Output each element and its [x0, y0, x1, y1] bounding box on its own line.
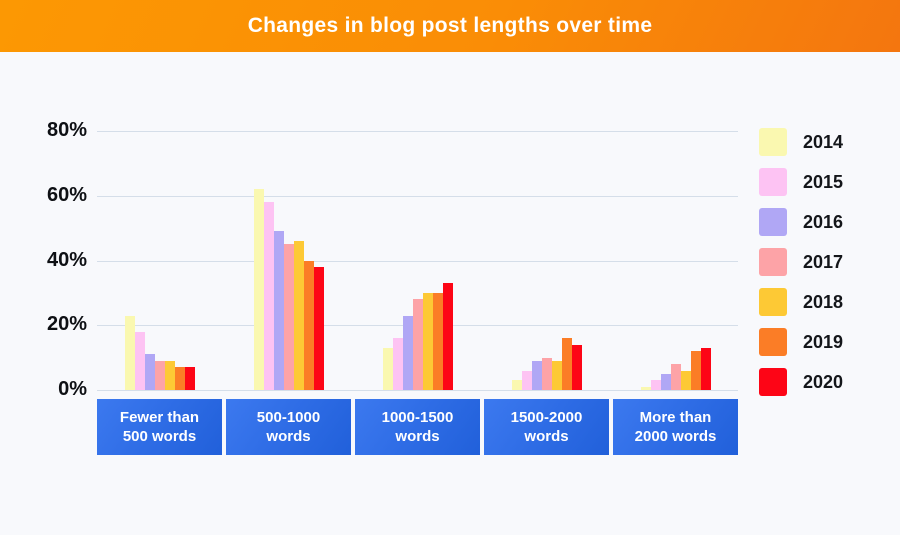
legend-label-2016: 2016 — [803, 211, 844, 232]
legend-item-2019: 2019 — [759, 328, 843, 356]
category-label-line: 1000-1500 — [381, 409, 454, 426]
bar-2018-group3 — [422, 292, 433, 390]
legend: 2014 2015 2016 2017 2018 2019 2020 — [759, 128, 843, 396]
gridline-60% — [97, 195, 738, 197]
bar-2019-group2 — [303, 260, 314, 390]
bar-2020-group2 — [313, 267, 324, 390]
y-tick-label: 20% — [46, 313, 87, 336]
legend-item-2017: 2017 — [759, 248, 843, 276]
bar-group-3 — [355, 283, 480, 390]
legend-swatch-2020 — [759, 368, 787, 396]
legend-swatch-2017 — [759, 248, 787, 276]
category-label-3: 1000-1500 words — [355, 399, 480, 455]
y-tick-label: 60% — [46, 183, 87, 206]
legend-label-2014: 2014 — [803, 131, 844, 152]
legend-swatch-2014 — [759, 128, 787, 156]
bar-2015-group5 — [650, 380, 661, 390]
legend-swatch-2019 — [759, 328, 787, 356]
bar-2019-group3 — [432, 292, 443, 390]
bar-2018-group5 — [680, 370, 691, 390]
bar-2017-group3 — [412, 299, 423, 390]
category-label-line: words — [524, 428, 569, 445]
category-label-2: 500-1000 words — [226, 399, 351, 455]
bar-2020-group3 — [442, 283, 453, 390]
bar-group-4 — [484, 338, 609, 390]
legend-item-2016: 2016 — [759, 208, 843, 236]
bar-2016-group2 — [273, 231, 284, 390]
legend-label-2017: 2017 — [803, 251, 844, 272]
category-label-line: words — [395, 428, 440, 445]
bar-2017-group4 — [541, 357, 552, 390]
legend-label-2019: 2019 — [803, 331, 844, 352]
bar-2020-group5 — [700, 347, 711, 390]
bar-group-2 — [226, 189, 351, 390]
bar-2020-group4 — [571, 344, 582, 390]
legend-label-2020: 2020 — [803, 371, 844, 392]
bar-2014-group2 — [253, 189, 264, 390]
category-label-line: 2000 words — [634, 428, 717, 445]
category-label-line: 1500-2000 — [510, 409, 583, 426]
category-label-line: words — [266, 428, 311, 445]
header-banner: Changes in blog post lengths over time — [0, 0, 900, 52]
bar-2016-group5 — [660, 373, 671, 390]
bar-group-5 — [613, 347, 738, 390]
bar-2014-group4 — [511, 380, 522, 390]
bar-2016-group1 — [144, 354, 155, 390]
bar-2018-group4 — [551, 360, 562, 390]
chart-title: Changes in blog post lengths over time — [247, 14, 653, 37]
bar-2014-group3 — [382, 347, 393, 390]
bar-2019-group4 — [561, 338, 572, 390]
legend-item-2020: 2020 — [759, 368, 843, 396]
y-tick-label: 80% — [46, 119, 87, 141]
legend-swatch-2018 — [759, 288, 787, 316]
gridline-80% — [97, 131, 738, 132]
category-label-line: 500-1000 — [256, 409, 321, 426]
bar-2015-group1 — [134, 331, 145, 390]
category-label-5: More than 2000 words — [613, 399, 738, 455]
bar-2017-group2 — [283, 244, 294, 390]
gridline-0% — [97, 390, 738, 391]
bar-2017-group5 — [670, 364, 681, 390]
legend-swatch-2015 — [759, 168, 787, 196]
bar-2020-group1 — [184, 367, 195, 390]
bar-2015-group3 — [392, 338, 403, 390]
bar-2014-group1 — [124, 315, 135, 390]
legend-item-2015: 2015 — [759, 168, 843, 196]
legend-item-2018: 2018 — [759, 288, 843, 316]
legend-item-2014: 2014 — [759, 128, 843, 156]
category-label-4: 1500-2000 words — [484, 399, 609, 455]
bar-2019-group1 — [174, 367, 185, 390]
bar-2016-group4 — [531, 360, 542, 390]
bar-2018-group1 — [164, 360, 175, 390]
bar-2015-group4 — [521, 370, 532, 390]
bar-2019-group5 — [690, 351, 701, 390]
category-label-line: 500 words — [122, 428, 197, 445]
y-tick-label: 0% — [58, 378, 87, 400]
bar-2016-group3 — [402, 315, 413, 390]
bar-2014-group5 — [640, 386, 651, 390]
gridline-40% — [97, 260, 738, 262]
legend-label-2015: 2015 — [803, 171, 844, 192]
category-label-1: Fewer than 500 words — [97, 399, 222, 455]
y-tick-label: 40% — [46, 248, 87, 271]
bar-group-1 — [97, 315, 222, 390]
bar-2015-group2 — [263, 202, 274, 390]
category-label-line: Fewer than — [119, 409, 200, 426]
bar-2018-group2 — [293, 241, 304, 390]
category-label-line: More than — [639, 409, 712, 426]
legend-swatch-2016 — [759, 208, 787, 236]
bar-2017-group1 — [154, 360, 165, 390]
legend-label-2018: 2018 — [803, 291, 844, 312]
